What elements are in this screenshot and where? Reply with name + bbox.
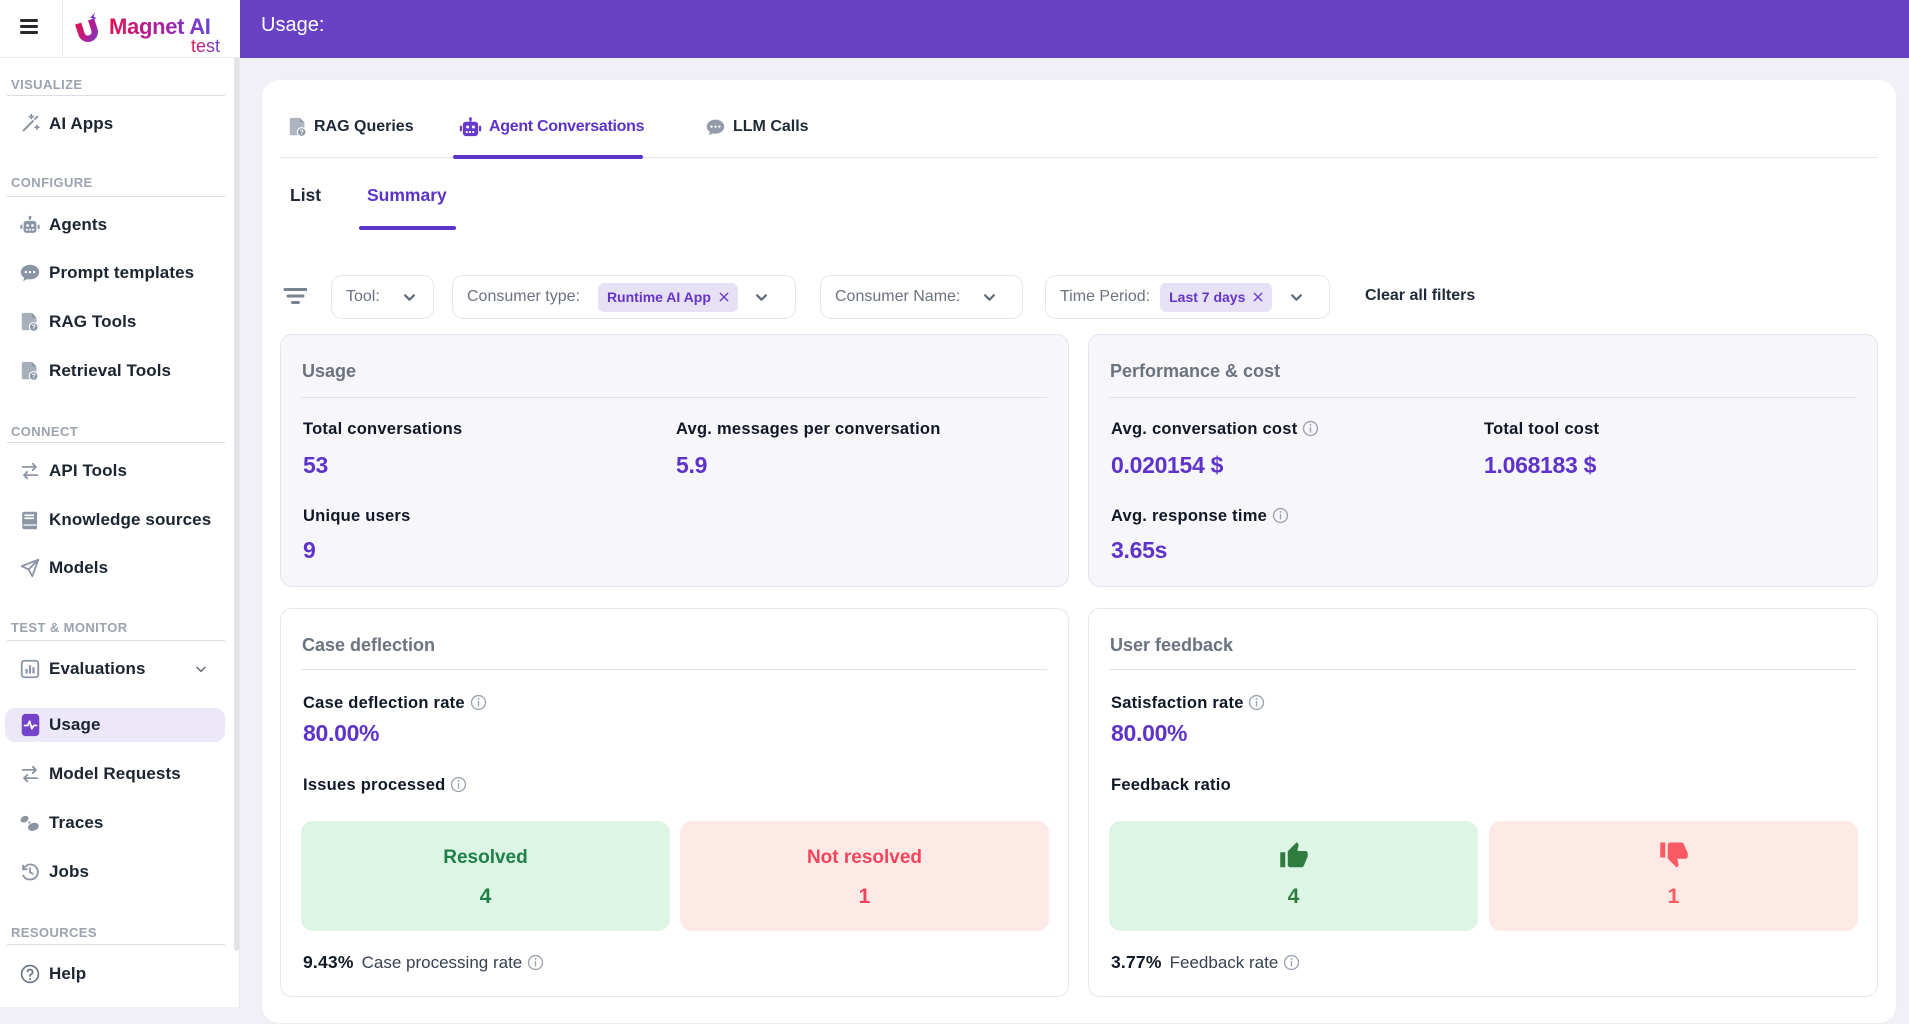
svg-text:?: ? bbox=[32, 325, 36, 332]
svg-text:?: ? bbox=[32, 374, 36, 381]
svg-text:?: ? bbox=[300, 130, 304, 137]
